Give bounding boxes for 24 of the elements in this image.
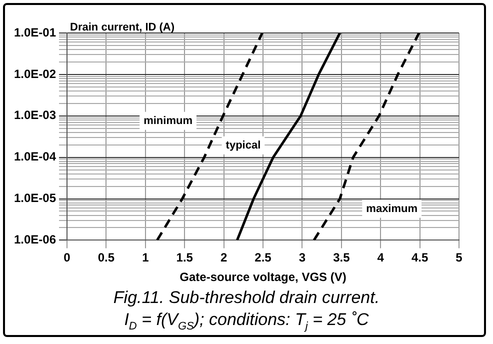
x-tick-label: 1.5 — [176, 250, 194, 265]
y-axis-title: Drain current, ID (A) — [70, 22, 175, 34]
x-tick-label: 0 — [64, 250, 71, 265]
text: I$_{D}$ = f(V$_{GS}$); conditions: T$_{j}$ = 25 ˚C — [123, 309, 370, 332]
text: maximum — [366, 202, 418, 215]
x-tick-label: 2.5 — [254, 250, 272, 265]
y-tick-label: 1.0E-01 — [14, 25, 56, 40]
text: minimum — [144, 114, 193, 127]
y-tick-label: 1.0E-04 — [14, 150, 56, 164]
x-tick-label: 4.5 — [411, 250, 428, 265]
x-tick-label: 1 — [142, 250, 150, 265]
y-tick-label: 1.0E-06 — [14, 232, 56, 247]
caption: Fig.11. Sub-threshold drain current. — [112, 287, 381, 309]
x-tick-label: 3 — [298, 250, 306, 265]
x-tick-label: 3.5 — [333, 250, 350, 265]
x-tick-label: 0.5 — [98, 250, 115, 265]
x-tick-label: 2 — [220, 250, 228, 265]
y-tick-label: 1.0E-05 — [14, 191, 56, 206]
y-tick-label: 1.0E-03 — [14, 108, 56, 122]
x-axis-title: Gate-source voltage, VGS (V) — [180, 270, 346, 284]
x-tick-label: 4 — [377, 250, 384, 265]
y-tick-label: 1.0E-02 — [14, 66, 56, 81]
series-label: typical — [226, 139, 261, 152]
x-tick-label: 5 — [456, 250, 463, 265]
